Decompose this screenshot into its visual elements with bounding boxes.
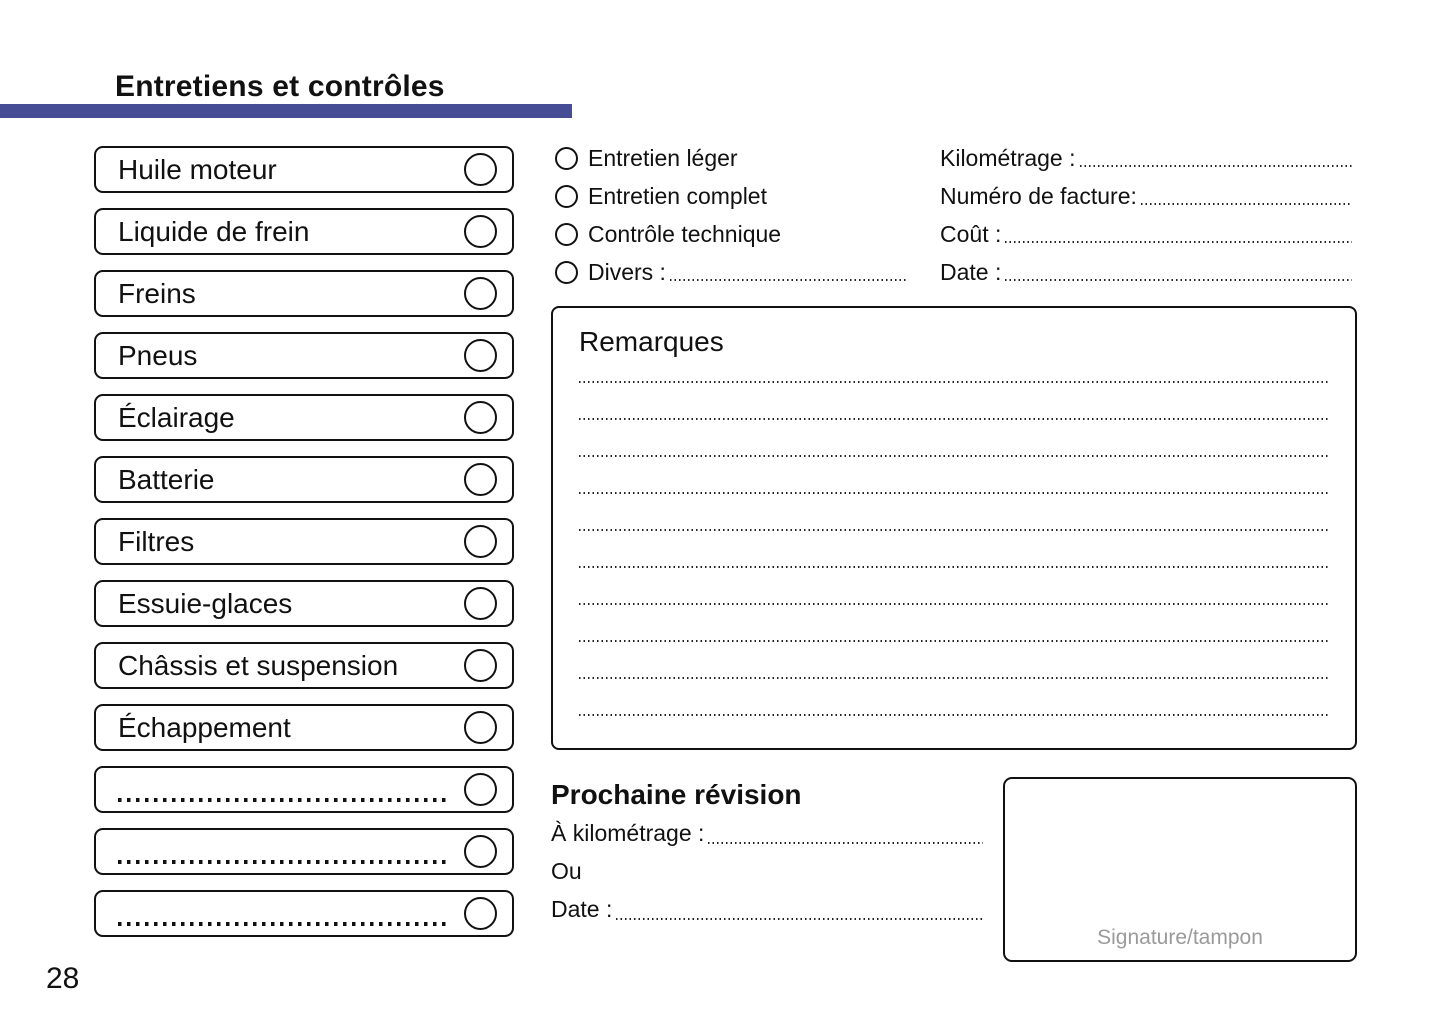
remarks-line[interactable] (579, 566, 1329, 568)
checklist-item[interactable]: Échappement (94, 704, 514, 751)
checklist-item-label: Batterie (118, 463, 215, 495)
service-option-row[interactable]: Divers : (555, 257, 907, 287)
remarks-box: Remarques (551, 306, 1357, 750)
fill-in-line[interactable] (118, 922, 446, 926)
checklist-item[interactable] (94, 828, 514, 875)
remarks-line[interactable] (579, 381, 1329, 383)
fill-in-line[interactable] (1005, 279, 1352, 281)
signature-label: Signature/tampon (1097, 926, 1263, 949)
fill-in-line[interactable] (1140, 203, 1352, 205)
checkbox-circle[interactable] (464, 587, 497, 620)
checkbox-circle[interactable] (464, 277, 497, 310)
next-service-row: Ou (551, 852, 983, 890)
invoice-field-label: Coût : (940, 220, 1002, 247)
invoice-field-row: Date : (940, 257, 1352, 287)
next-service-row: Date : (551, 890, 983, 928)
page-title: Entretiens et contrôles (115, 70, 445, 103)
checkbox-circle[interactable] (464, 215, 497, 248)
invoice-field-label: Kilométrage : (940, 144, 1076, 171)
checklist-item-label: Huile moteur (118, 153, 277, 185)
invoice-field-row: Numéro de facture: (940, 181, 1352, 211)
service-option-label: Entretien complet (588, 182, 767, 209)
checklist-item-label: Châssis et suspension (118, 649, 399, 681)
remarks-line[interactable] (579, 492, 1329, 494)
checklist-item[interactable]: Liquide de frein (94, 208, 514, 255)
next-service-fields: À kilométrage : Ou Date : (551, 814, 983, 928)
next-service-label: À kilométrage : (551, 819, 705, 846)
maintenance-checklist: Huile moteur Liquide de frein Freins Pneus É… (94, 146, 514, 952)
invoice-field-label: Numéro de facture: (940, 182, 1137, 209)
checklist-item[interactable] (94, 766, 514, 813)
checkbox-circle[interactable] (464, 897, 497, 930)
remarks-line[interactable] (579, 529, 1329, 531)
checklist-item[interactable]: Batterie (94, 456, 514, 503)
checklist-item[interactable]: Pneus (94, 332, 514, 379)
fill-in-line[interactable] (669, 279, 907, 281)
fill-in-line[interactable] (118, 798, 446, 802)
title-accent-bar (0, 104, 572, 118)
radio-circle[interactable] (555, 260, 578, 284)
remarks-line[interactable] (579, 714, 1329, 716)
service-type-options: Entretien léger Entretien complet Contrôle… (555, 143, 907, 295)
service-option-label: Divers : (588, 258, 666, 285)
next-service-label: Date : (551, 895, 613, 922)
checkbox-circle[interactable] (464, 153, 497, 186)
checkbox-circle[interactable] (464, 401, 497, 434)
next-service-row: À kilométrage : (551, 814, 983, 852)
next-service-label: Ou (551, 857, 582, 884)
checklist-item[interactable]: Filtres (94, 518, 514, 565)
checkbox-circle[interactable] (464, 649, 497, 682)
checklist-item-label: Liquide de frein (118, 215, 310, 247)
checklist-item[interactable]: Freins (94, 270, 514, 317)
invoice-field-row: Coût : (940, 219, 1352, 249)
checklist-item-label: Échappement (118, 711, 291, 743)
checkbox-circle[interactable] (464, 339, 497, 372)
remarks-lines (579, 381, 1329, 716)
checkbox-circle[interactable] (464, 773, 497, 806)
fill-in-line[interactable] (708, 842, 983, 844)
remarks-line[interactable] (579, 603, 1329, 605)
service-option-label: Contrôle technique (588, 220, 782, 247)
invoice-field-row: Kilométrage : (940, 143, 1352, 173)
radio-circle[interactable] (555, 146, 578, 170)
service-option-label: Entretien léger (588, 144, 738, 171)
next-service-title: Prochaine révision (551, 779, 802, 810)
checkbox-circle[interactable] (464, 525, 497, 558)
checklist-item[interactable]: Châssis et suspension (94, 642, 514, 689)
remarks-line[interactable] (579, 640, 1329, 642)
remarks-line[interactable] (579, 418, 1329, 420)
fill-in-line[interactable] (1079, 165, 1352, 167)
checklist-item[interactable] (94, 890, 514, 937)
checklist-item[interactable]: Éclairage (94, 394, 514, 441)
checkbox-circle[interactable] (464, 711, 497, 744)
remarks-line[interactable] (579, 455, 1329, 457)
checkbox-circle[interactable] (464, 835, 497, 868)
checklist-item-label: Éclairage (118, 401, 235, 433)
radio-circle[interactable] (555, 184, 578, 208)
service-option-row[interactable]: Contrôle technique (555, 219, 907, 249)
radio-circle[interactable] (555, 222, 578, 246)
service-option-row[interactable]: Entretien léger (555, 143, 907, 173)
fill-in-line[interactable] (1005, 241, 1352, 243)
next-service-section: Prochaine révision À kilométrage : Ou Date… (551, 776, 983, 928)
signature-box[interactable]: Signature/tampon (1003, 777, 1357, 962)
remarks-title: Remarques (579, 326, 724, 357)
fill-in-line[interactable] (118, 860, 446, 864)
page-number: 28 (46, 962, 80, 995)
remarks-line[interactable] (579, 677, 1329, 679)
service-option-row[interactable]: Entretien complet (555, 181, 907, 211)
checklist-item-label: Essuie-glaces (118, 587, 293, 619)
checklist-item[interactable]: Huile moteur (94, 146, 514, 193)
checklist-item-label: Freins (118, 277, 196, 309)
invoice-detail-fields: Kilométrage : Numéro de facture: Coût : Dat… (940, 143, 1352, 295)
fill-in-line[interactable] (616, 918, 983, 920)
invoice-field-label: Date : (940, 258, 1002, 285)
checklist-item-label: Filtres (118, 525, 195, 557)
checklist-item-label: Pneus (118, 339, 198, 371)
checkbox-circle[interactable] (464, 463, 497, 496)
checklist-item[interactable]: Essuie-glaces (94, 580, 514, 627)
